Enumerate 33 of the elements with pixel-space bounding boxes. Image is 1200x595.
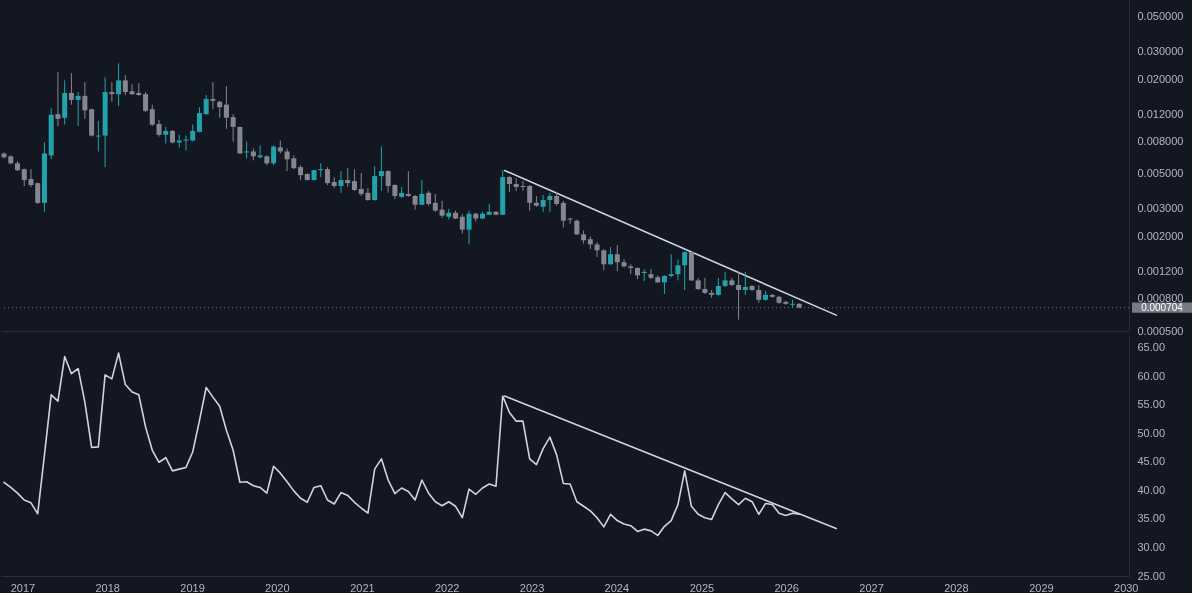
y-tick-label: 45.00 bbox=[1137, 455, 1166, 468]
y-tick-label: 35.00 bbox=[1137, 512, 1166, 525]
y-tick-label: 0.001200 bbox=[1137, 264, 1184, 277]
x-tick-label: 2029 bbox=[1029, 581, 1054, 594]
y-tick-label: 0.003000 bbox=[1137, 202, 1184, 215]
x-tick-label: 2017 bbox=[10, 581, 36, 594]
y-tick-label: 0.002000 bbox=[1137, 229, 1184, 242]
x-tick-label: 2028 bbox=[944, 581, 969, 594]
x-tick-label: 2025 bbox=[689, 581, 715, 594]
y-tick-label: 0.050000 bbox=[1137, 10, 1184, 23]
x-tick-label: 2019 bbox=[180, 581, 205, 594]
x-tick-label: 2027 bbox=[859, 581, 884, 594]
x-tick-label: 2026 bbox=[774, 581, 799, 594]
y-tick-label: 0.008000 bbox=[1137, 135, 1184, 148]
y-tick-label: 30.00 bbox=[1137, 540, 1166, 553]
x-tick-label: 2024 bbox=[604, 581, 630, 594]
y-tick-label: 0.000500 bbox=[1137, 324, 1184, 337]
x-tick-label: 2020 bbox=[265, 581, 290, 594]
y-tick-label: 55.00 bbox=[1137, 398, 1166, 411]
x-tick-label: 2023 bbox=[519, 581, 545, 594]
y-tick-label: 60.00 bbox=[1137, 369, 1166, 382]
x-tick-label: 2018 bbox=[95, 581, 120, 594]
y-tick-label: 50.00 bbox=[1137, 426, 1166, 439]
x-tick-label: 2030 bbox=[1114, 581, 1139, 594]
y-tick-label: 25.00 bbox=[1137, 569, 1166, 582]
x-tick-label: 2022 bbox=[434, 581, 460, 594]
y-tick-label: 40.00 bbox=[1137, 483, 1166, 496]
y-tick-label: 0.012000 bbox=[1137, 107, 1184, 120]
y-tick-label: 0.030000 bbox=[1137, 45, 1184, 58]
y-tick-label: 65.00 bbox=[1137, 340, 1166, 353]
y-tick-label: 0.005000 bbox=[1137, 167, 1184, 180]
x-tick-label: 2021 bbox=[350, 581, 375, 594]
y-tick-label: 0.020000 bbox=[1137, 72, 1184, 85]
